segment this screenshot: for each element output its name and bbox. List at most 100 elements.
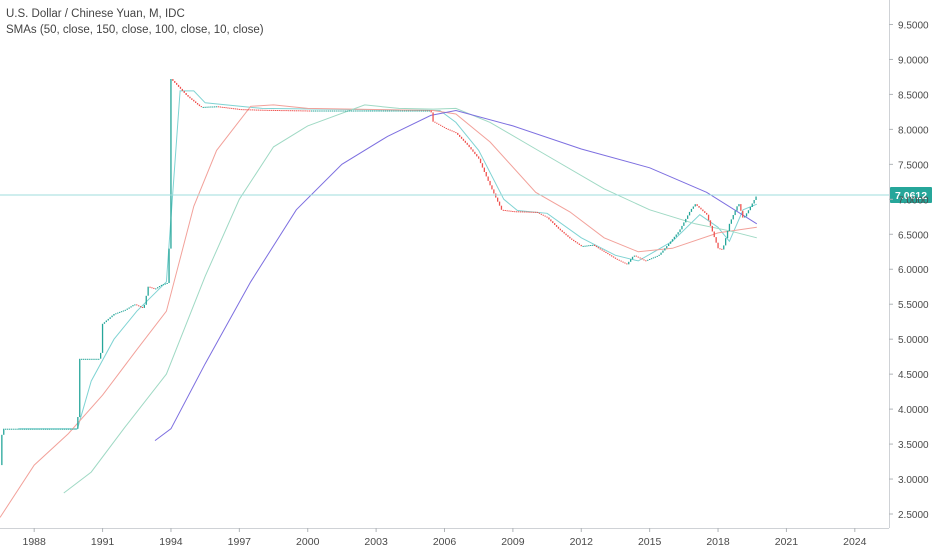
- candle-down: [189, 96, 191, 99]
- candle-down: [250, 109, 252, 111]
- candle-up: [679, 229, 681, 233]
- candle-down: [261, 109, 263, 111]
- y-tick-label: 6.0000: [898, 265, 929, 276]
- candle-down: [531, 211, 533, 213]
- candle-down: [552, 221, 554, 224]
- candle-down: [233, 108, 235, 110]
- candle-down: [603, 250, 605, 252]
- candle-up: [405, 110, 408, 112]
- candle-up: [10, 428, 12, 430]
- candle-down: [295, 110, 297, 112]
- candle-down: [626, 263, 628, 265]
- candle-down: [276, 110, 278, 111]
- candle-up: [67, 428, 69, 430]
- candle-up: [31, 428, 33, 430]
- candle-up: [343, 110, 345, 112]
- candle-down: [217, 106, 220, 108]
- y-tick-label: 7.5000: [898, 160, 929, 171]
- candle-up: [14, 428, 16, 430]
- candle-down: [284, 110, 286, 112]
- candle-up: [329, 110, 332, 112]
- y-tick-label: 5.5000: [898, 300, 929, 311]
- candle-down: [489, 180, 491, 186]
- candle-up: [145, 295, 147, 305]
- candle-up: [734, 210, 736, 216]
- candle-up: [8, 428, 11, 430]
- candle-up: [12, 428, 14, 430]
- candle-down: [527, 211, 529, 213]
- candle-down: [559, 228, 561, 231]
- y-tick-label: 4.5000: [898, 370, 929, 381]
- candle-down: [187, 95, 189, 97]
- sma-line-sma-150: [154, 109, 758, 442]
- candle-down: [707, 214, 710, 221]
- candle-down: [259, 109, 261, 111]
- candle-down: [244, 109, 246, 111]
- candle-up: [415, 110, 417, 112]
- candle-up: [20, 428, 22, 430]
- candle-down: [571, 238, 573, 240]
- y-tick-label: 5.0000: [898, 335, 929, 346]
- x-tick-label: 2009: [501, 536, 525, 548]
- candle-down: [219, 106, 221, 108]
- candle-up: [29, 428, 31, 430]
- candle-up: [63, 428, 66, 430]
- candle-up: [647, 259, 649, 261]
- candle-down: [474, 151, 476, 155]
- candle-down: [595, 245, 598, 248]
- last-price-line: 7.0612: [0, 187, 932, 204]
- candle-up: [130, 306, 132, 308]
- candle-up: [41, 428, 43, 430]
- candle-down: [487, 176, 489, 181]
- candle-up: [5, 428, 7, 430]
- candle-up: [322, 110, 324, 112]
- candle-up: [356, 110, 358, 112]
- candle-down: [225, 107, 227, 109]
- candle-up: [126, 308, 128, 310]
- symbol-title[interactable]: U.S. Dollar / Chinese Yuan, M, IDC: [6, 8, 185, 20]
- candle-up: [348, 110, 351, 112]
- candle-down: [269, 109, 271, 111]
- candle-up: [16, 428, 18, 430]
- candle-down: [502, 209, 504, 211]
- candle-down: [231, 107, 233, 109]
- candle-up: [43, 428, 45, 430]
- sma-lines: [0, 90, 758, 518]
- candle-down: [293, 110, 296, 112]
- candle-up: [56, 428, 58, 430]
- candle-up: [654, 256, 656, 258]
- candle-down: [497, 197, 499, 202]
- candle-up: [749, 207, 751, 211]
- candle-up: [170, 79, 172, 249]
- candle-down: [641, 258, 643, 260]
- candle-down: [272, 109, 275, 111]
- candle-up: [324, 110, 326, 112]
- candle-down: [645, 260, 647, 262]
- candle-down: [174, 81, 176, 83]
- candle-up: [318, 110, 320, 112]
- y-tick-label: 6.5000: [898, 230, 929, 241]
- candle-up: [377, 110, 379, 112]
- candle-down: [536, 211, 539, 213]
- candle-down: [176, 82, 178, 85]
- candle-up: [390, 110, 392, 112]
- candle-up: [745, 213, 748, 217]
- candle-down: [286, 110, 288, 112]
- candle-down: [221, 106, 223, 108]
- candle-down: [472, 149, 474, 152]
- candle-up: [316, 110, 318, 112]
- studies-label[interactable]: SMAs (50, close, 150, close, 100, close,…: [6, 24, 264, 36]
- candle-up: [37, 428, 39, 430]
- candle-down: [611, 255, 613, 257]
- candle-up: [6, 428, 9, 430]
- candle-up: [158, 286, 161, 288]
- candle-down: [639, 257, 641, 259]
- candle-down: [742, 210, 744, 218]
- candle-down: [635, 255, 637, 257]
- candle-up: [120, 311, 123, 313]
- candle-up: [673, 236, 675, 240]
- candle-down: [305, 110, 307, 112]
- candle-up: [631, 256, 634, 260]
